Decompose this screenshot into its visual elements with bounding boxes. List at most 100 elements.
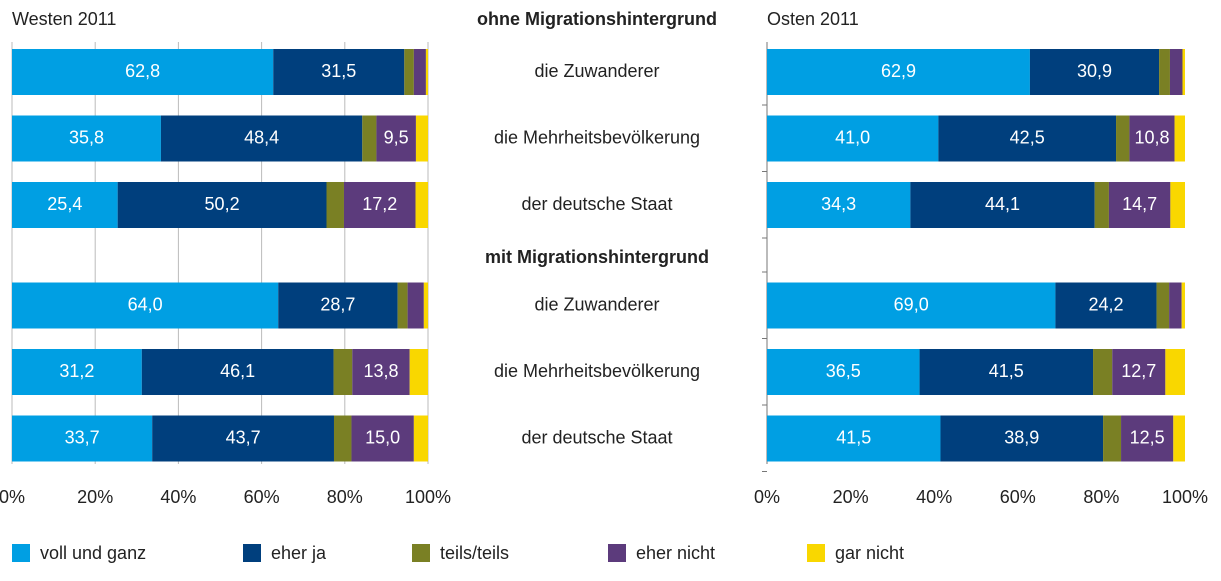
group-title: ohne Migrationshintergrund bbox=[477, 9, 717, 29]
bar-segment bbox=[333, 349, 353, 395]
bar-segment bbox=[278, 282, 398, 329]
bar-segment bbox=[1170, 182, 1185, 228]
x-tick-label: 80% bbox=[1083, 487, 1119, 507]
bar-segment bbox=[413, 49, 426, 95]
bar-segment bbox=[376, 115, 416, 162]
x-tick-label: 100% bbox=[405, 487, 451, 507]
bar-segment bbox=[767, 415, 941, 462]
bar-segment bbox=[423, 282, 428, 329]
category-label: die Mehrheitsbevölkerung bbox=[494, 127, 700, 147]
value-label: 50,2 bbox=[205, 194, 240, 214]
x-tick-label: 100% bbox=[1162, 487, 1208, 507]
bar-segment bbox=[413, 415, 428, 462]
bar-segment bbox=[1165, 349, 1185, 395]
x-tick-label: 20% bbox=[833, 487, 869, 507]
x-tick-label: 0% bbox=[0, 487, 25, 507]
bar-segment bbox=[397, 282, 408, 329]
value-label: 69,0 bbox=[894, 294, 929, 314]
bar-segment bbox=[767, 182, 911, 228]
x-tick-label: 80% bbox=[327, 487, 363, 507]
legend-label: gar nicht bbox=[835, 543, 904, 563]
bar-segment bbox=[12, 282, 279, 329]
value-label: 48,4 bbox=[244, 127, 279, 147]
bar-segment bbox=[1112, 349, 1166, 395]
x-tick-label: 0% bbox=[754, 487, 780, 507]
bar-segment bbox=[12, 349, 142, 395]
bar-segment bbox=[141, 349, 334, 395]
bar-segment bbox=[152, 415, 334, 462]
bar-segment bbox=[326, 182, 344, 228]
category-label: die Zuwanderer bbox=[534, 294, 659, 314]
bar-segment bbox=[940, 415, 1104, 462]
legend-label: eher nicht bbox=[636, 543, 715, 563]
bar-segment bbox=[160, 115, 363, 162]
value-label: 34,3 bbox=[821, 194, 856, 214]
value-label: 30,9 bbox=[1077, 61, 1112, 81]
value-label: 13,8 bbox=[363, 361, 398, 381]
value-label: 14,7 bbox=[1122, 194, 1157, 214]
bar-segment bbox=[1169, 282, 1182, 329]
legend-swatch bbox=[412, 544, 430, 562]
category-label: die Zuwanderer bbox=[534, 61, 659, 81]
chart-title: Osten 2011 bbox=[767, 9, 859, 29]
value-label: 41,5 bbox=[989, 361, 1024, 381]
bar-segment bbox=[1181, 282, 1185, 329]
value-label: 46,1 bbox=[220, 361, 255, 381]
legend-swatch bbox=[12, 544, 30, 562]
value-label: 62,9 bbox=[881, 61, 916, 81]
bar-segment bbox=[351, 415, 414, 462]
bar-segment bbox=[1173, 415, 1185, 462]
bar-segment bbox=[415, 115, 428, 162]
value-label: 10,8 bbox=[1134, 127, 1169, 147]
value-label: 17,2 bbox=[362, 194, 397, 214]
bar-segment bbox=[1108, 182, 1171, 228]
value-label: 41,0 bbox=[835, 127, 870, 147]
bar-segment bbox=[362, 115, 377, 162]
bar-segment bbox=[919, 349, 1094, 395]
x-tick-label: 40% bbox=[916, 487, 952, 507]
value-label: 43,7 bbox=[226, 427, 261, 447]
value-label: 31,2 bbox=[59, 361, 94, 381]
bar-segment bbox=[938, 115, 1117, 162]
x-tick-label: 40% bbox=[160, 487, 196, 507]
bar-segment bbox=[1055, 282, 1157, 329]
value-label: 31,5 bbox=[321, 61, 356, 81]
category-label: der deutsche Staat bbox=[521, 194, 672, 214]
bar-segment bbox=[767, 115, 939, 162]
value-label: 38,9 bbox=[1004, 427, 1039, 447]
category-label: die Mehrheitsbevölkerung bbox=[494, 361, 700, 381]
legend-label: eher ja bbox=[271, 543, 327, 563]
bar-segment bbox=[352, 349, 410, 395]
value-label: 24,2 bbox=[1088, 294, 1123, 314]
bar-segment bbox=[910, 182, 1095, 228]
group-title: mit Migrationshintergrund bbox=[485, 247, 709, 267]
bar-segment bbox=[767, 49, 1030, 95]
bar-segment bbox=[1174, 115, 1185, 162]
bar-segment bbox=[404, 49, 414, 95]
value-label: 28,7 bbox=[320, 294, 355, 314]
value-label: 9,5 bbox=[384, 127, 409, 147]
bar-segment bbox=[12, 182, 118, 228]
bar-segment bbox=[12, 415, 153, 462]
bar-segment bbox=[1129, 115, 1175, 162]
value-label: 33,7 bbox=[65, 427, 100, 447]
bar-segment bbox=[1169, 49, 1183, 95]
bar-segment bbox=[1116, 115, 1130, 162]
value-label: 35,8 bbox=[69, 127, 104, 147]
bar-segment bbox=[425, 49, 428, 95]
bar-segment bbox=[767, 282, 1056, 329]
bar-segment bbox=[1103, 415, 1122, 462]
value-label: 15,0 bbox=[365, 427, 400, 447]
value-label: 12,7 bbox=[1121, 361, 1156, 381]
value-label: 36,5 bbox=[826, 361, 861, 381]
value-label: 12,5 bbox=[1130, 427, 1165, 447]
bar-segment bbox=[407, 282, 424, 329]
bar-segment bbox=[117, 182, 327, 228]
bar-segment bbox=[1156, 282, 1170, 329]
chart-title: Westen 2011 bbox=[12, 9, 116, 29]
x-tick-label: 60% bbox=[244, 487, 280, 507]
x-tick-label: 60% bbox=[1000, 487, 1036, 507]
bar-segment bbox=[415, 182, 428, 228]
legend-label: voll und ganz bbox=[40, 543, 146, 563]
